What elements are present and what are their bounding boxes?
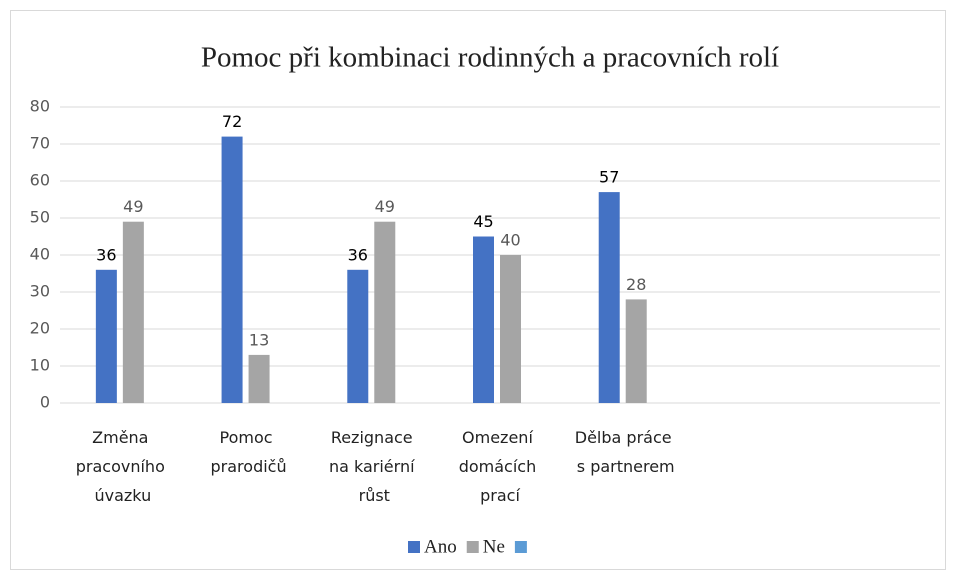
bar bbox=[473, 236, 494, 403]
x-tick-label: Rezignace na kariérní růst bbox=[329, 428, 420, 505]
bar bbox=[221, 136, 243, 403]
bar bbox=[374, 221, 396, 403]
value-label: 57 bbox=[599, 168, 619, 187]
legend-swatch bbox=[408, 541, 420, 553]
y-tick-label: 20 bbox=[30, 319, 50, 338]
y-tick-label: 10 bbox=[30, 356, 50, 375]
x-tick-label: Dělba práce s partnerem bbox=[575, 428, 677, 476]
y-tick-label: 40 bbox=[30, 245, 50, 264]
value-label: 13 bbox=[249, 330, 269, 349]
y-tick-label: 30 bbox=[30, 282, 50, 301]
x-tick-label: Omezení domácích prací bbox=[459, 428, 542, 505]
bar bbox=[500, 255, 521, 403]
legend-swatch bbox=[514, 541, 527, 553]
y-tick-label: 0 bbox=[40, 393, 50, 412]
y-tick-label: 60 bbox=[30, 171, 50, 190]
value-label: 36 bbox=[96, 245, 116, 264]
y-tick-label: 70 bbox=[30, 134, 50, 153]
value-label: 45 bbox=[473, 212, 493, 231]
value-label: 40 bbox=[500, 231, 520, 250]
value-label: 72 bbox=[222, 112, 242, 131]
bar bbox=[122, 221, 144, 403]
bar bbox=[598, 192, 620, 403]
value-label: 49 bbox=[123, 197, 143, 216]
y-tick-label: 80 bbox=[30, 97, 50, 116]
legend-label: Ano bbox=[424, 536, 457, 557]
x-tick-label: Pomoc prarodičů bbox=[211, 428, 287, 476]
bar bbox=[95, 269, 117, 403]
bar bbox=[625, 299, 647, 403]
value-label: 28 bbox=[626, 275, 646, 294]
value-label: 49 bbox=[375, 197, 395, 216]
legend-label: Ne bbox=[483, 536, 505, 557]
bar bbox=[347, 269, 369, 403]
legend-swatch bbox=[466, 541, 479, 553]
x-tick-label: Změna pracovního úvazku bbox=[76, 428, 170, 505]
y-tick-label: 50 bbox=[30, 208, 50, 227]
chart-title: Pomoc při kombinaci rodinných a pracovní… bbox=[201, 42, 779, 74]
value-label: 36 bbox=[348, 245, 368, 264]
bar bbox=[248, 354, 270, 403]
